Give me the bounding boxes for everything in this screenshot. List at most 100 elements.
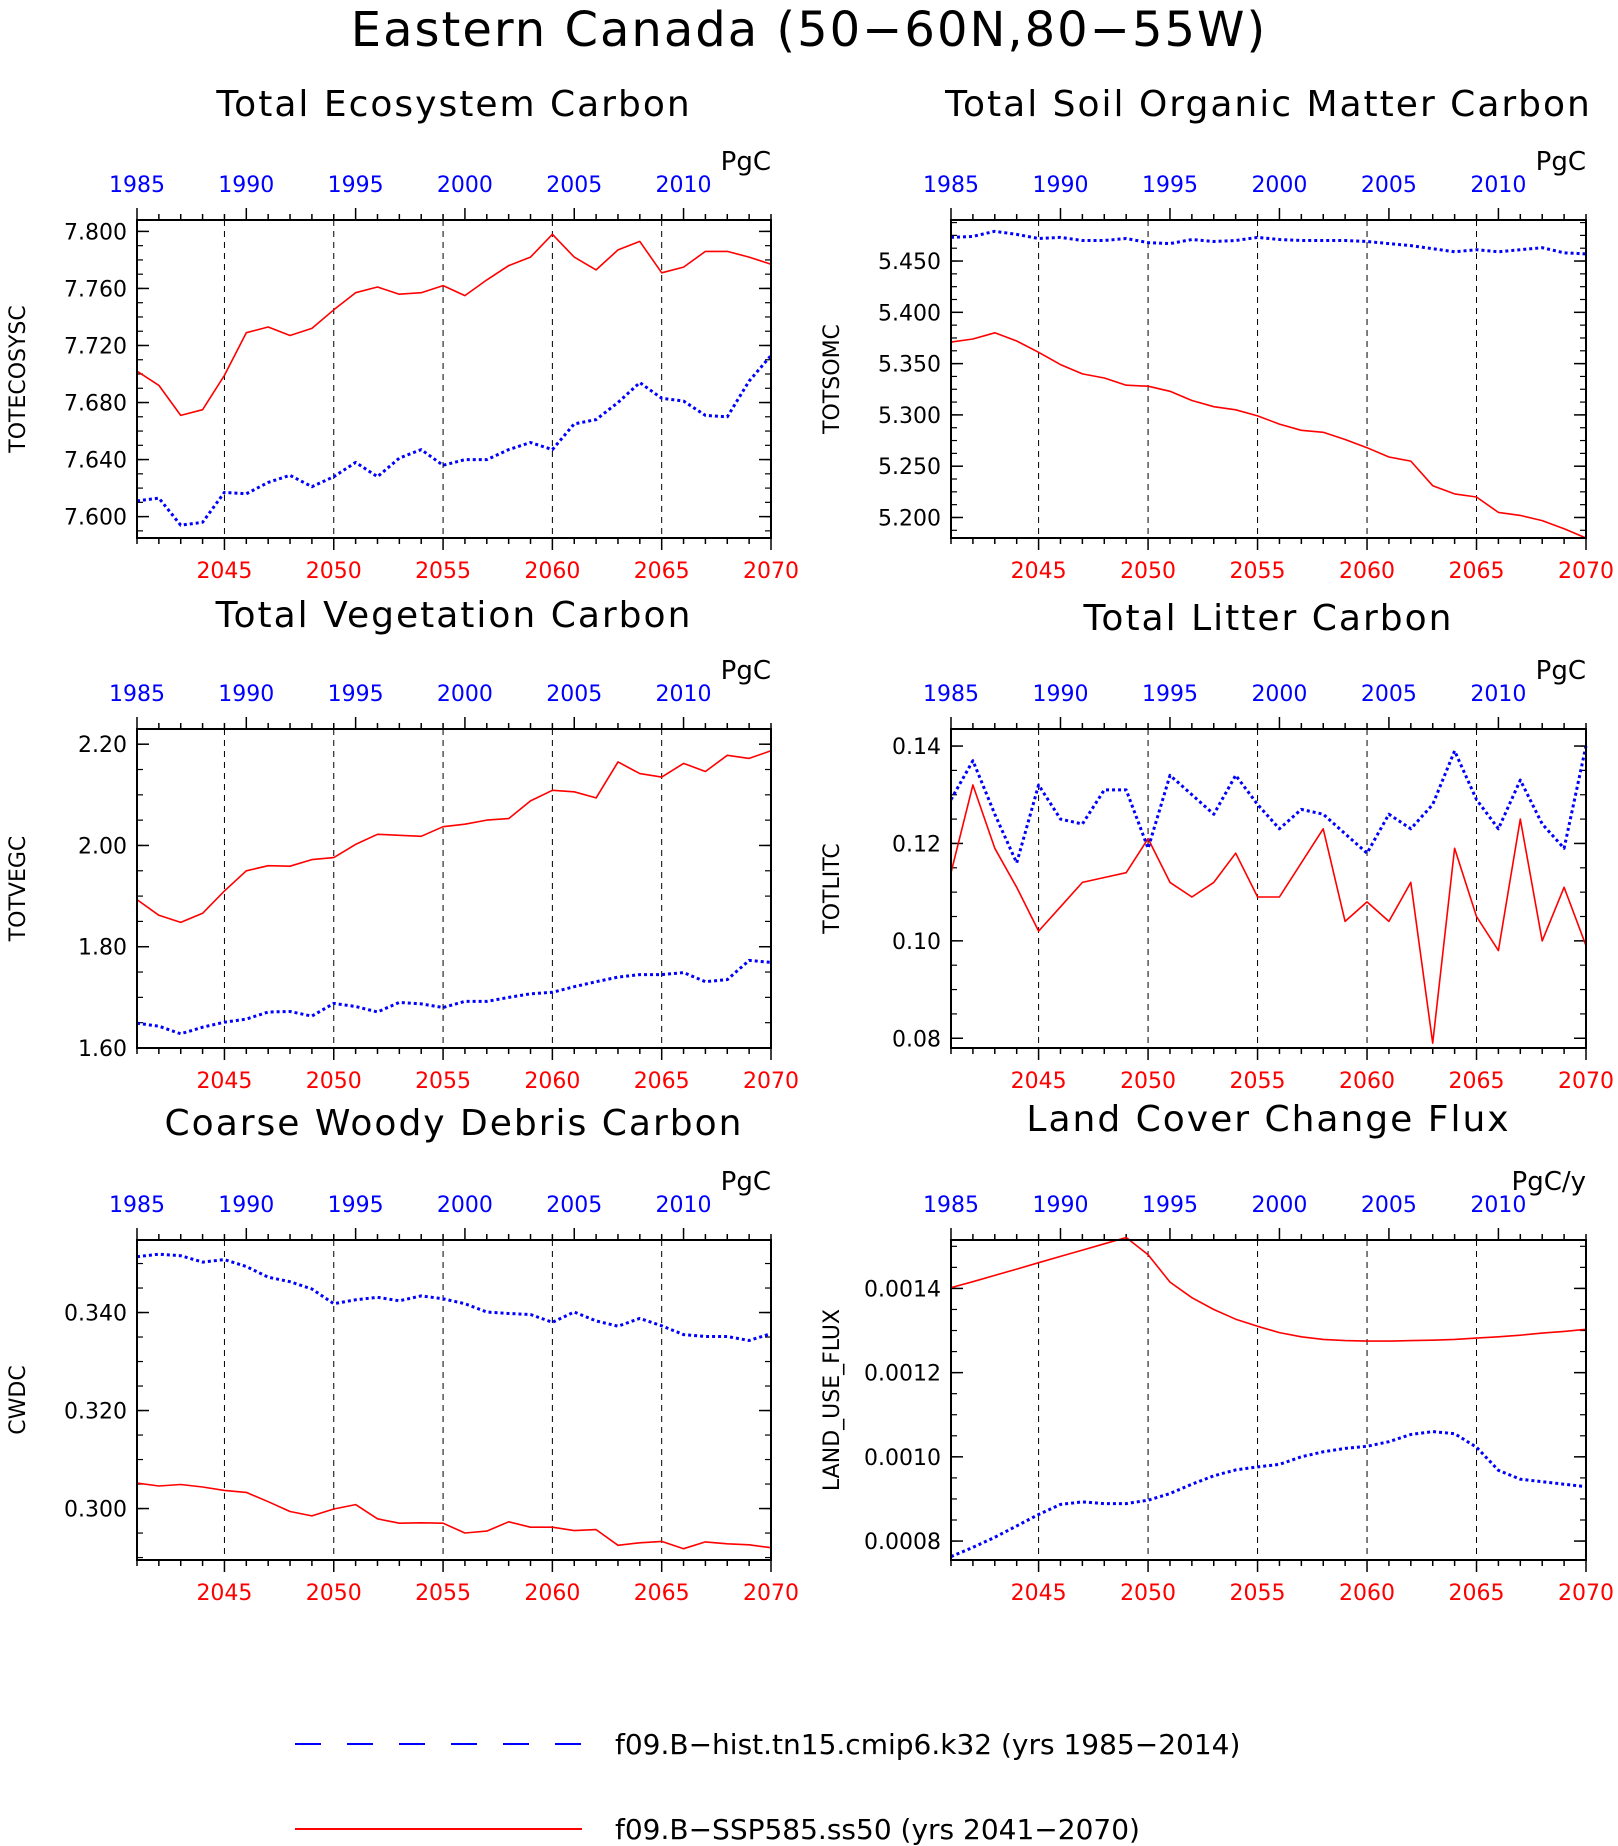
series-line-hist (949, 745, 1588, 865)
panel-title: Total Litter Carbon (1083, 598, 1454, 639)
panel-unit: PgC (721, 656, 771, 686)
x-tick-label-top: 1985 (923, 173, 979, 198)
x-tick-label-top: 1995 (328, 1193, 384, 1218)
x-tick-label-bottom: 2050 (1120, 1581, 1176, 1606)
x-tick-label-bottom: 2050 (306, 1069, 362, 1094)
x-tick-label-bottom: 2045 (196, 1069, 252, 1094)
y-tick-label: 0.300 (64, 1498, 127, 1523)
x-tick-label-bottom: 2050 (1120, 1069, 1176, 1094)
x-tick-label-top: 1990 (218, 682, 274, 707)
x-tick-label-bottom: 2050 (306, 559, 362, 584)
x-tick-label-top: 2005 (1361, 173, 1417, 198)
x-tick-label-bottom: 2065 (1449, 1069, 1505, 1094)
legend-label-hist: f09.B−hist.tn15.cmip6.k32 (yrs 1985−2014… (615, 1728, 1240, 1761)
series-line-ssp (136, 233, 772, 417)
plot-frame (950, 1239, 1587, 1561)
x-tick-label-top: 1990 (218, 1193, 274, 1218)
x-tick-label-top: 2005 (546, 1193, 602, 1218)
panel-title: Land Cover Change Flux (1026, 1099, 1510, 1140)
series-line-hist (136, 1252, 772, 1342)
panel-unit: PgC (1536, 147, 1586, 177)
figure-title: Eastern Canada (50−60N,80−55W) (351, 2, 1267, 58)
x-tick-label-top: 1990 (1032, 682, 1088, 707)
x-tick-label-bottom: 2070 (743, 1069, 799, 1094)
y-tick-label: 7.800 (64, 220, 127, 245)
y-tick-label: 5.200 (878, 506, 941, 531)
x-tick-label-top: 1990 (1032, 1193, 1088, 1218)
x-tick-label-top: 2005 (1361, 1193, 1417, 1218)
x-tick-label-bottom: 2055 (1230, 1581, 1286, 1606)
panel-unit: PgC (1536, 656, 1586, 686)
x-tick-label-top: 2005 (546, 682, 602, 707)
x-tick-label-bottom: 2070 (743, 1581, 799, 1606)
x-tick-label-top: 2010 (656, 173, 712, 198)
x-tick-label-bottom: 2060 (1339, 1581, 1395, 1606)
series-line-ssp (136, 1482, 772, 1550)
x-tick-label-bottom: 2055 (1230, 559, 1286, 584)
y-tick-label: 0.14 (892, 735, 941, 760)
x-tick-label-bottom: 2060 (524, 559, 580, 584)
x-tick-label-top: 1985 (923, 1193, 979, 1218)
x-tick-label-bottom: 2060 (1339, 559, 1395, 584)
series-line-ssp (950, 1236, 1587, 1342)
x-tick-label-bottom: 2045 (1011, 1069, 1067, 1094)
x-tick-label-bottom: 2065 (634, 1069, 690, 1094)
x-tick-label-top: 1985 (109, 1193, 165, 1218)
y-tick-label: 2.00 (78, 834, 127, 859)
y-tick-label: 0.12 (892, 832, 941, 857)
x-tick-label-bottom: 2070 (1558, 1069, 1614, 1094)
panel-1: Total Ecosystem Carbon PgC TOTECOSYSC 2045 2… (6, 84, 799, 584)
x-tick-label-bottom: 2060 (1339, 1069, 1395, 1094)
y-tick-label: 0.0012 (864, 1362, 941, 1387)
x-tick-label-top: 2005 (546, 173, 602, 198)
y-tick-label: 5.300 (878, 404, 941, 429)
y-tick-label: 0.0010 (864, 1446, 941, 1471)
panel-4: Total Litter Carbon PgC TOTLITC 2045 2050 205… (820, 598, 1614, 1094)
x-tick-label-top: 2010 (656, 682, 712, 707)
x-tick-label-bottom: 2055 (415, 1069, 471, 1094)
plot-frame (950, 728, 1587, 1049)
y-tick-label: 0.340 (64, 1302, 127, 1327)
y-tick-label: 0.10 (892, 930, 941, 955)
panel-ylabel: TOTSOMC (820, 324, 845, 435)
panel-unit: PgC (721, 1167, 771, 1197)
y-tick-label: 7.600 (64, 506, 127, 531)
y-tick-label: 1.80 (78, 936, 127, 961)
x-tick-label-bottom: 2050 (306, 1581, 362, 1606)
series-line-hist (136, 958, 772, 1036)
y-tick-label: 0.0014 (864, 1277, 941, 1302)
x-tick-label-bottom: 2065 (1449, 559, 1505, 584)
series-line-ssp (950, 784, 1587, 1044)
plot-frame (136, 219, 772, 539)
x-tick-label-bottom: 2065 (634, 1581, 690, 1606)
series-line-ssp (136, 750, 772, 924)
y-tick-label: 0.08 (892, 1027, 941, 1052)
y-tick-label: 5.400 (878, 301, 941, 326)
plot-frame (136, 1239, 772, 1561)
y-tick-label: 7.640 (64, 449, 127, 474)
x-tick-label-bottom: 2065 (1449, 1581, 1505, 1606)
x-tick-label-top: 2010 (656, 1193, 712, 1218)
x-tick-label-bottom: 2070 (1558, 1581, 1614, 1606)
x-tick-label-bottom: 2045 (1011, 559, 1067, 584)
x-tick-label-top: 1995 (1142, 173, 1198, 198)
x-tick-label-bottom: 2070 (1558, 559, 1614, 584)
x-tick-label-top: 1990 (218, 173, 274, 198)
x-tick-label-top: 2000 (437, 1193, 493, 1218)
series-line-ssp (950, 331, 1587, 539)
x-tick-label-top: 2000 (1251, 1193, 1307, 1218)
y-tick-label: 1.60 (78, 1037, 127, 1062)
panel-title: Total Ecosystem Carbon (215, 84, 691, 125)
panel-ylabel: TOTVEGC (6, 836, 31, 943)
x-tick-label-bottom: 2070 (743, 559, 799, 584)
x-tick-label-bottom: 2060 (524, 1069, 580, 1094)
plot-frame (136, 728, 772, 1049)
panel-unit: PgC/y (1512, 1167, 1586, 1197)
y-tick-label: 5.350 (878, 353, 941, 378)
y-tick-label: 7.760 (64, 277, 127, 302)
x-tick-label-bottom: 2055 (415, 559, 471, 584)
y-tick-label: 7.680 (64, 392, 127, 417)
x-tick-label-bottom: 2065 (634, 559, 690, 584)
